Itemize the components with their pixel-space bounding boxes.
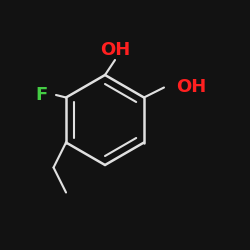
Text: OH: OH: [176, 78, 207, 96]
Text: OH: OH: [100, 41, 130, 59]
Text: F: F: [35, 86, 47, 104]
